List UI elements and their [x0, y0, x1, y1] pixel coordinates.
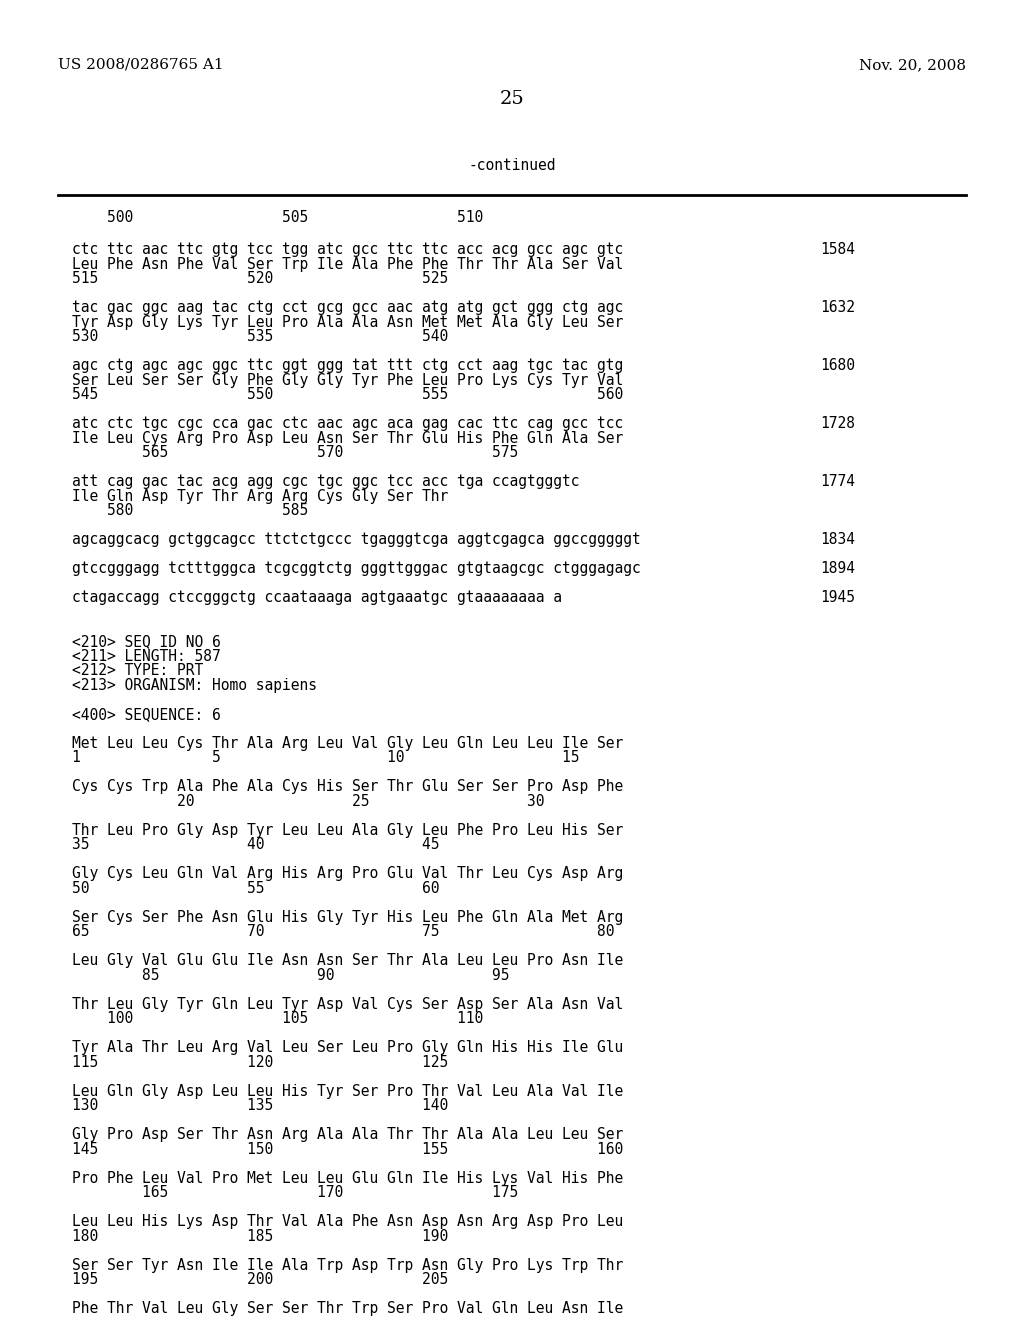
Text: -continued: -continued [468, 158, 556, 173]
Text: 20                  25                  30: 20 25 30 [72, 795, 545, 809]
Text: 1774: 1774 [820, 474, 855, 488]
Text: 530                 535                 540: 530 535 540 [72, 329, 449, 345]
Text: Ser Ser Tyr Asn Ile Ile Ala Trp Asp Trp Asn Gly Pro Lys Trp Thr: Ser Ser Tyr Asn Ile Ile Ala Trp Asp Trp … [72, 1258, 624, 1272]
Text: <211> LENGTH: 587: <211> LENGTH: 587 [72, 649, 221, 664]
Text: 100                 105                 110: 100 105 110 [72, 1011, 483, 1026]
Text: Gly Cys Leu Gln Val Arg His Arg Pro Glu Val Thr Leu Cys Asp Arg: Gly Cys Leu Gln Val Arg His Arg Pro Glu … [72, 866, 624, 880]
Text: agcaggcacg gctggcagcc ttctctgccc tgagggtcga aggtcgagca ggccgggggt: agcaggcacg gctggcagcc ttctctgccc tgagggt… [72, 532, 641, 546]
Text: 1894: 1894 [820, 561, 855, 576]
Text: 130                 135                 140: 130 135 140 [72, 1098, 449, 1113]
Text: 145                 150                 155                 160: 145 150 155 160 [72, 1142, 624, 1158]
Text: Nov. 20, 2008: Nov. 20, 2008 [859, 58, 966, 73]
Text: 65                  70                  75                  80: 65 70 75 80 [72, 924, 614, 939]
Text: Ser Cys Ser Phe Asn Glu His Gly Tyr His Leu Phe Gln Ala Met Arg: Ser Cys Ser Phe Asn Glu His Gly Tyr His … [72, 909, 624, 925]
Text: 50                  55                  60: 50 55 60 [72, 880, 439, 896]
Text: tac gac ggc aag tac ctg cct gcg gcc aac atg atg gct ggg ctg agc: tac gac ggc aag tac ctg cct gcg gcc aac … [72, 300, 624, 315]
Text: 25: 25 [500, 90, 524, 108]
Text: US 2008/0286765 A1: US 2008/0286765 A1 [58, 58, 223, 73]
Text: Tyr Asp Gly Lys Tyr Leu Pro Ala Ala Asn Met Met Ala Gly Leu Ser: Tyr Asp Gly Lys Tyr Leu Pro Ala Ala Asn … [72, 315, 624, 330]
Text: Ser Leu Ser Ser Gly Phe Gly Gly Tyr Phe Leu Pro Lys Cys Tyr Val: Ser Leu Ser Ser Gly Phe Gly Gly Tyr Phe … [72, 374, 624, 388]
Text: Ile Gln Asp Tyr Thr Arg Arg Cys Gly Ser Thr: Ile Gln Asp Tyr Thr Arg Arg Cys Gly Ser … [72, 488, 449, 504]
Text: 165                 170                 175: 165 170 175 [72, 1185, 518, 1200]
Text: Pro Phe Leu Val Pro Met Leu Leu Glu Gln Ile His Lys Val His Phe: Pro Phe Leu Val Pro Met Leu Leu Glu Gln … [72, 1171, 624, 1185]
Text: 195                 200                 205: 195 200 205 [72, 1272, 449, 1287]
Text: <213> ORGANISM: Homo sapiens: <213> ORGANISM: Homo sapiens [72, 678, 317, 693]
Text: Phe Thr Val Leu Gly Ser Ser Thr Trp Ser Pro Val Gln Leu Asn Ile: Phe Thr Val Leu Gly Ser Ser Thr Trp Ser … [72, 1302, 624, 1316]
Text: 1834: 1834 [820, 532, 855, 546]
Text: 35                  40                  45: 35 40 45 [72, 837, 439, 851]
Text: 1               5                   10                  15: 1 5 10 15 [72, 750, 580, 766]
Text: 1728: 1728 [820, 416, 855, 432]
Text: 85                  90                  95: 85 90 95 [72, 968, 510, 983]
Text: 565                 570                 575: 565 570 575 [72, 445, 518, 459]
Text: agc ctg agc agc ggc ttc ggt ggg tat ttt ctg cct aag tgc tac gtg: agc ctg agc agc ggc ttc ggt ggg tat ttt … [72, 358, 624, 374]
Text: ctagaccagg ctccgggctg ccaataaaga agtgaaatgc gtaaaaaaaa a: ctagaccagg ctccgggctg ccaataaaga agtgaaa… [72, 590, 562, 605]
Text: 545                 550                 555                 560: 545 550 555 560 [72, 387, 624, 403]
Text: 115                 120                 125: 115 120 125 [72, 1055, 449, 1071]
Text: Leu Gln Gly Asp Leu Leu His Tyr Ser Pro Thr Val Leu Ala Val Ile: Leu Gln Gly Asp Leu Leu His Tyr Ser Pro … [72, 1084, 624, 1100]
Text: 515                 520                 525: 515 520 525 [72, 271, 449, 286]
Text: Thr Leu Gly Tyr Gln Leu Tyr Asp Val Cys Ser Asp Ser Ala Asn Val: Thr Leu Gly Tyr Gln Leu Tyr Asp Val Cys … [72, 997, 624, 1012]
Text: Thr Leu Pro Gly Asp Tyr Leu Leu Ala Gly Leu Phe Pro Leu His Ser: Thr Leu Pro Gly Asp Tyr Leu Leu Ala Gly … [72, 822, 624, 838]
Text: Leu Phe Asn Phe Val Ser Trp Ile Ala Phe Phe Thr Thr Ala Ser Val: Leu Phe Asn Phe Val Ser Trp Ile Ala Phe … [72, 257, 624, 272]
Text: Cys Cys Trp Ala Phe Ala Cys His Ser Thr Glu Ser Ser Pro Asp Phe: Cys Cys Trp Ala Phe Ala Cys His Ser Thr … [72, 779, 624, 795]
Text: 1945: 1945 [820, 590, 855, 605]
Text: ctc ttc aac ttc gtg tcc tgg atc gcc ttc ttc acc acg gcc agc gtc: ctc ttc aac ttc gtg tcc tgg atc gcc ttc … [72, 242, 624, 257]
Text: gtccgggagg tctttgggca tcgcggtctg gggttgggac gtgtaagcgc ctgggagagc: gtccgggagg tctttgggca tcgcggtctg gggttgg… [72, 561, 641, 576]
Text: 580                 585: 580 585 [72, 503, 308, 517]
Text: Met Leu Leu Cys Thr Ala Arg Leu Val Gly Leu Gln Leu Leu Ile Ser: Met Leu Leu Cys Thr Ala Arg Leu Val Gly … [72, 737, 624, 751]
Text: Tyr Ala Thr Leu Arg Val Leu Ser Leu Pro Gly Gln His His Ile Glu: Tyr Ala Thr Leu Arg Val Leu Ser Leu Pro … [72, 1040, 624, 1055]
Text: 180                 185                 190: 180 185 190 [72, 1229, 449, 1243]
Text: Leu Leu His Lys Asp Thr Val Ala Phe Asn Asp Asn Arg Asp Pro Leu: Leu Leu His Lys Asp Thr Val Ala Phe Asn … [72, 1214, 624, 1229]
Text: <212> TYPE: PRT: <212> TYPE: PRT [72, 663, 203, 678]
Text: <400> SEQUENCE: 6: <400> SEQUENCE: 6 [72, 708, 221, 722]
Text: <210> SEQ ID NO 6: <210> SEQ ID NO 6 [72, 634, 221, 649]
Text: Ile Leu Cys Arg Pro Asp Leu Asn Ser Thr Glu His Phe Gln Ala Ser: Ile Leu Cys Arg Pro Asp Leu Asn Ser Thr … [72, 432, 624, 446]
Text: 1680: 1680 [820, 358, 855, 374]
Text: 1632: 1632 [820, 300, 855, 315]
Text: att cag gac tac acg agg cgc tgc ggc tcc acc tga ccagtgggtc: att cag gac tac acg agg cgc tgc ggc tcc … [72, 474, 580, 488]
Text: Gly Pro Asp Ser Thr Asn Arg Ala Ala Thr Thr Ala Ala Leu Leu Ser: Gly Pro Asp Ser Thr Asn Arg Ala Ala Thr … [72, 1127, 624, 1142]
Text: Leu Gly Val Glu Glu Ile Asn Asn Ser Thr Ala Leu Leu Pro Asn Ile: Leu Gly Val Glu Glu Ile Asn Asn Ser Thr … [72, 953, 624, 968]
Text: 1584: 1584 [820, 242, 855, 257]
Text: 500                 505                 510: 500 505 510 [72, 210, 483, 224]
Text: atc ctc tgc cgc cca gac ctc aac agc aca gag cac ttc cag gcc tcc: atc ctc tgc cgc cca gac ctc aac agc aca … [72, 416, 624, 432]
